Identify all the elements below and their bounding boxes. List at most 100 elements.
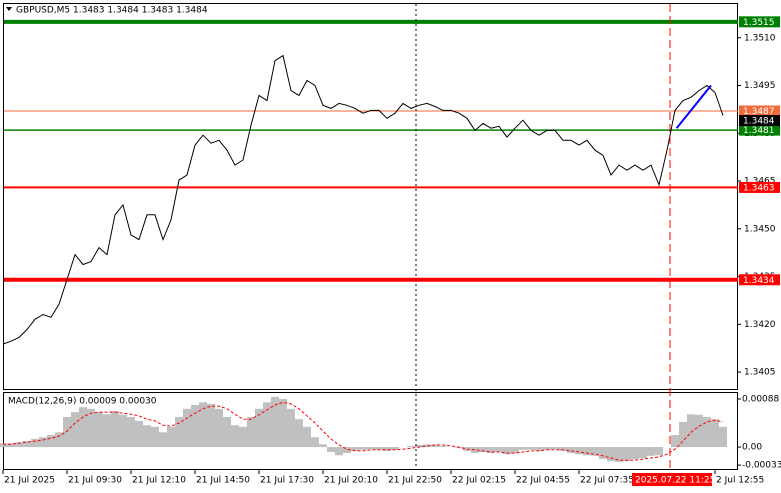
histogram-bar (367, 447, 375, 450)
histogram-bar (79, 407, 87, 448)
histogram-bar (487, 447, 495, 454)
histogram-bar (359, 447, 367, 450)
x-tick-label: 21 Jul 14:50 (196, 476, 250, 486)
y-tick-label: 1.3465 (744, 177, 776, 187)
y-tick-label: 1.3405 (744, 368, 776, 378)
histogram-bar (543, 447, 551, 450)
histogram-bar (167, 426, 175, 448)
histogram-bar (431, 444, 439, 448)
level-box (739, 181, 780, 193)
x-tick-label: 21 Jul 17:30 (260, 476, 314, 486)
histogram-bar (247, 417, 255, 448)
histogram-bar (95, 412, 103, 448)
histogram-bar (535, 447, 543, 451)
histogram-bar (591, 447, 599, 456)
histogram-bar (295, 419, 303, 448)
histogram-bar (599, 447, 607, 460)
histogram-bar (719, 426, 727, 448)
histogram-bar (15, 442, 23, 448)
histogram-bar (647, 447, 655, 456)
level-box (739, 124, 780, 136)
level-label: 1.3481 (743, 126, 775, 136)
histogram-bar (191, 405, 199, 448)
histogram-bar (127, 417, 135, 448)
bid-price-box (739, 115, 780, 127)
histogram-bar (575, 447, 583, 455)
histogram-bar (495, 447, 503, 452)
x-tick-label: 21 Jul 12:10 (132, 476, 186, 486)
histogram-bar (71, 412, 79, 448)
level-label: 1.3487 (743, 107, 775, 117)
price-line (2, 54, 724, 345)
histogram-bar (607, 447, 615, 462)
signal-line (3, 401, 724, 461)
trend-line (675, 84, 712, 129)
histogram-bar (695, 414, 703, 448)
histogram-bar (223, 417, 231, 448)
histogram-bar (0, 443, 7, 448)
histogram-bar (207, 403, 215, 448)
histogram-bar (183, 408, 191, 448)
histogram-bar (263, 402, 271, 448)
y-tick-label: 1.3510 (744, 33, 776, 43)
histogram-bar (159, 432, 167, 448)
histogram-bar (351, 447, 359, 451)
histogram-bar (151, 426, 159, 448)
histogram-bar (7, 443, 15, 448)
x-tick-label: 21 Jul 22:50 (388, 476, 442, 486)
histogram-bar (519, 447, 527, 450)
histogram-bar (311, 437, 319, 448)
chart-title: GBPUSD,M5 1.3483 1.3484 1.3483 1.3484 (16, 6, 208, 16)
histogram-bar (391, 447, 399, 450)
histogram-bar (103, 414, 111, 448)
x-tick-label: 21 Jul 09:30 (68, 476, 122, 486)
histogram-bar (175, 417, 183, 448)
histogram-bar (615, 447, 623, 462)
y-tick-label: -0.00033 (742, 461, 781, 471)
histogram-bar (303, 426, 311, 448)
histogram-bar (679, 421, 687, 448)
level-label: 1.3463 (743, 183, 775, 193)
histogram-bar (87, 408, 95, 448)
histogram-bar (215, 408, 223, 448)
histogram-bar (279, 399, 287, 448)
histogram-bar (287, 408, 295, 448)
histogram-bar (199, 402, 207, 448)
y-tick-label: 0.00088 (742, 395, 779, 405)
histogram-bar (319, 444, 327, 448)
plot-content: 1.35101.34951.34801.34651.34501.34351.34… (0, 16, 781, 486)
histogram-bar (47, 435, 55, 448)
bid-price-label: 1.3484 (743, 117, 775, 127)
histogram-bar (143, 425, 151, 448)
histogram-bar (335, 447, 343, 456)
y-tick-label: 1.3450 (744, 224, 776, 234)
macd-pane-frame (3, 392, 738, 470)
x-tick-label: 22 Jul 04:55 (516, 476, 570, 486)
x-tick-label: 21 Jul 20:10 (324, 476, 378, 486)
histogram-bar (119, 414, 127, 448)
histogram-bar (55, 432, 63, 448)
level-box (739, 274, 780, 286)
histogram-bar (255, 408, 263, 448)
histogram-bar (23, 441, 31, 448)
histogram-bar (63, 417, 71, 448)
y-tick-label: 1.3495 (744, 81, 776, 91)
histogram-bar (135, 420, 143, 448)
indicator-title: MACD(12,26,9) 0.00009 0.00030 (8, 397, 157, 407)
histogram-bar (439, 445, 447, 448)
x-tick-label: 21 Jul 2025 (4, 476, 55, 486)
histogram-bar (671, 435, 679, 448)
histogram-bar (31, 438, 39, 448)
histogram-bar (551, 447, 559, 450)
x-tick-label: 2 Jul 12:55 (716, 476, 764, 486)
y-tick-label: 0.00 (742, 443, 762, 453)
histogram-bar (407, 445, 415, 448)
histogram-bar (239, 426, 247, 448)
crosshair-time-box (632, 473, 712, 486)
histogram-bar (711, 419, 719, 448)
level-box (739, 105, 780, 117)
histogram-bar (415, 444, 423, 448)
